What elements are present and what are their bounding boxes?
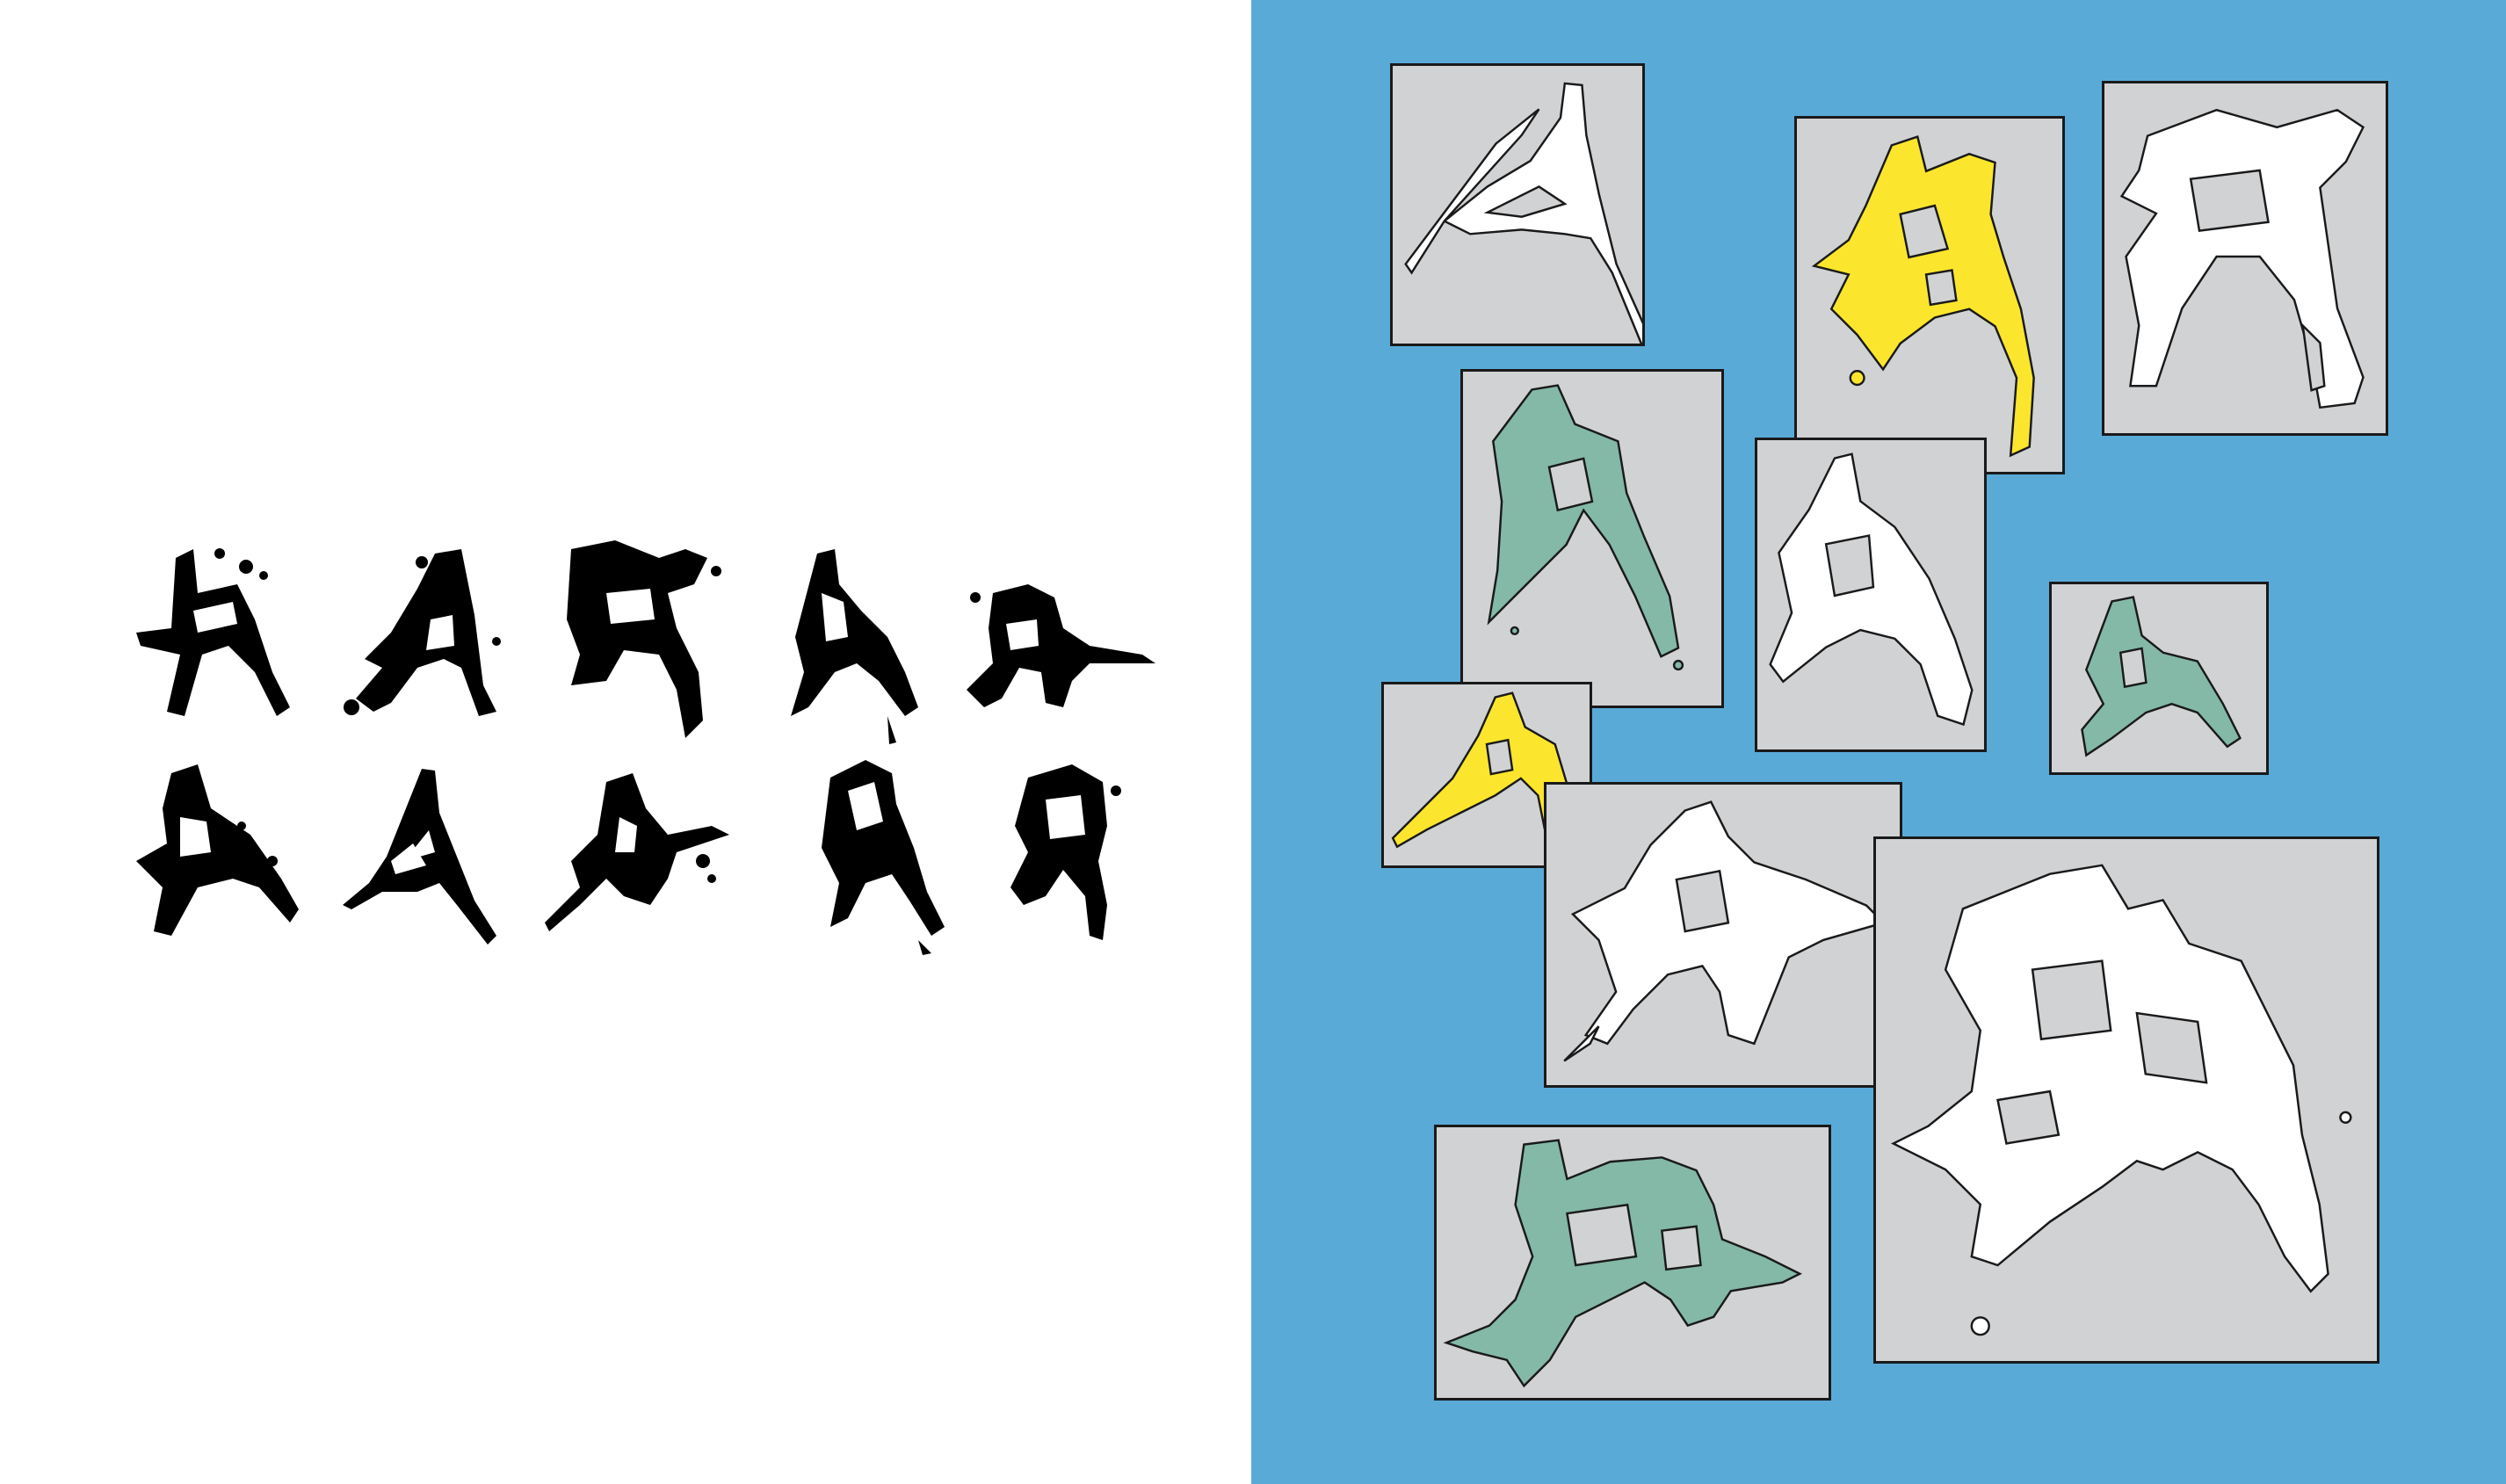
splatter-a-glyph-1 — [132, 540, 308, 720]
splatter-a-glyph-3 — [554, 532, 729, 742]
splatter-a-glyph-7 — [334, 760, 518, 949]
splatter-a-glyph-6 — [127, 756, 316, 945]
splatter-a-glyph-5 — [958, 576, 1160, 720]
frame-5-white-splatter — [1755, 438, 1987, 752]
frame-6-green-splatter — [2049, 582, 2269, 775]
frame-8-white-splatter — [1544, 782, 1902, 1088]
frame-9-white-splatter — [1873, 836, 2379, 1364]
frame-2-yellow-splatter — [1794, 116, 2065, 474]
colored-frames-panel — [1251, 0, 2506, 1484]
splatter-a-glyph-8 — [536, 764, 738, 936]
frame-10-green-splatter — [1434, 1125, 1831, 1401]
black-glyph-sheet — [0, 0, 1251, 1484]
frame-3-white-splatter — [2102, 81, 2388, 436]
frame-7-yellow-splatter — [1381, 682, 1592, 868]
frame-1-white-splatter — [1390, 63, 1645, 346]
splatter-a-glyph-4 — [773, 540, 927, 747]
splatter-a-glyph-9 — [795, 751, 949, 958]
splatter-a-glyph-10 — [993, 756, 1133, 949]
splatter-a-glyph-2 — [330, 536, 518, 725]
frame-4-green-splatter — [1460, 369, 1724, 708]
